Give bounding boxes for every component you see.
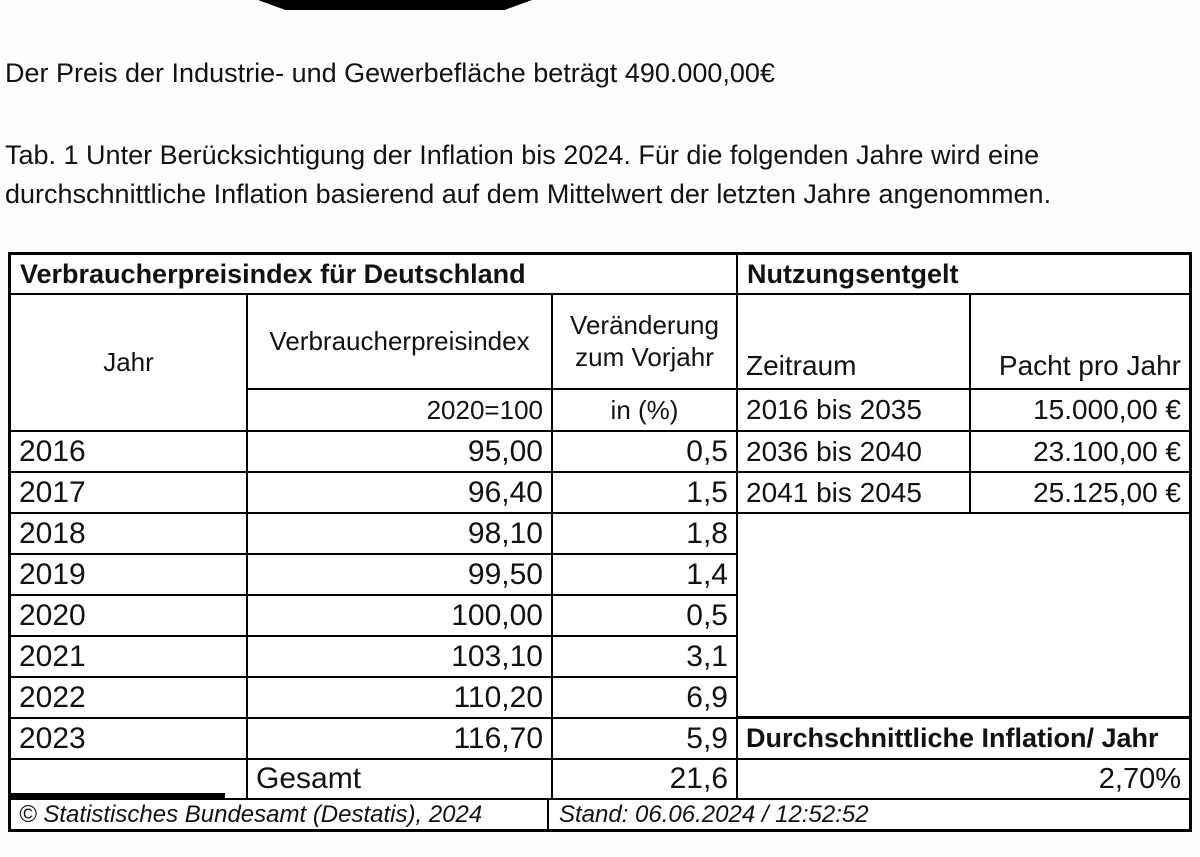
cpi-row-change: 6,9 — [553, 678, 738, 719]
source-attribution: © Statistisches Bundesamt (Destatis), 20… — [11, 800, 549, 829]
subheader-change-unit: in (%) — [553, 390, 738, 432]
cpi-row-change: 1,5 — [553, 473, 738, 514]
gesamt-empty-cell — [11, 760, 248, 800]
cpi-table-title: Verbraucherpreisindex für Deutschland — [11, 255, 738, 295]
cpi-row-index: 99,50 — [248, 555, 553, 596]
cpi-row-index: 116,70 — [248, 719, 553, 760]
redaction-bar — [258, 0, 532, 10]
avg-inflation-label: Durchschnittliche Inflation/ Jahr — [738, 719, 1189, 760]
cpi-row-year: 2016 — [11, 432, 248, 473]
cpi-row-index: 95,00 — [248, 432, 553, 473]
fee-table-title: Nutzungsentgelt — [738, 255, 1189, 295]
fee-row-rent: 23.100,00 € — [971, 432, 1189, 473]
cpi-row-year: 2023 — [11, 719, 248, 760]
cpi-row-index: 110,20 — [248, 678, 553, 719]
table-footer: © Statistisches Bundesamt (Destatis), 20… — [11, 800, 1189, 829]
subheader-index-base: 2020=100 — [248, 390, 553, 432]
cpi-row-change: 0,5 — [553, 596, 738, 637]
cpi-row-index: 100,00 — [248, 596, 553, 637]
cpi-row-year: 2018 — [11, 514, 248, 555]
col-header-veraenderung: Veränderung zum Vorjahr — [553, 295, 738, 390]
fee-row-rent: 25.125,00 € — [971, 473, 1189, 514]
cpi-row-index: 96,40 — [248, 473, 553, 514]
avg-inflation-value: 2,70% — [738, 760, 1189, 800]
cpi-row-change: 5,9 — [553, 719, 738, 760]
gesamt-change-value: 21,6 — [553, 760, 738, 800]
fee-row-period: 2036 bis 2040 — [738, 432, 971, 473]
col-header-verbraucherpreisindex: Verbraucherpreisindex — [248, 295, 553, 390]
fee-row-period: 2041 bis 2045 — [738, 473, 971, 514]
table-caption-line2: durchschnittliche Inflation basierend au… — [5, 179, 1052, 209]
cpi-row-year: 2020 — [11, 596, 248, 637]
intro-text: Der Preis der Industrie- und Gewerbefläc… — [5, 58, 775, 88]
data-table: Verbraucherpreisindex für Deutschland Nu… — [8, 252, 1192, 832]
table-caption-line1: Tab. 1 Unter Berücksichtigung der Inflat… — [5, 140, 1040, 170]
cpi-row-index: 98,10 — [248, 514, 553, 555]
col-header-pacht: Pacht pro Jahr — [971, 295, 1189, 390]
fee-row-rent: 15.000,00 € — [971, 390, 1189, 432]
col-header-zeitraum: Zeitraum — [738, 295, 971, 390]
cpi-row-year: 2022 — [11, 678, 248, 719]
source-timestamp: Stand: 06.06.2024 / 12:52:52 — [559, 800, 869, 828]
cpi-row-change: 3,1 — [553, 637, 738, 678]
cpi-row-index: 103,10 — [248, 637, 553, 678]
fee-table-empty-area — [738, 514, 1189, 719]
col-header-veraenderung-line2: zum Vorjahr — [575, 341, 714, 372]
cpi-row-year: 2019 — [11, 555, 248, 596]
fee-row-period: 2016 bis 2035 — [738, 390, 971, 432]
cpi-row-change: 1,4 — [553, 555, 738, 596]
cpi-row-change: 0,5 — [553, 432, 738, 473]
col-header-veraenderung-line1: Veränderung — [570, 310, 719, 341]
cpi-row-change: 1,8 — [553, 514, 738, 555]
cpi-row-year: 2017 — [11, 473, 248, 514]
gesamt-label: Gesamt — [248, 760, 553, 800]
col-header-jahr: Jahr — [11, 295, 248, 432]
scribble-mark — [11, 793, 225, 798]
cpi-row-year: 2021 — [11, 637, 248, 678]
table-caption: Tab. 1 Unter Berücksichtigung der Inflat… — [5, 136, 1051, 214]
